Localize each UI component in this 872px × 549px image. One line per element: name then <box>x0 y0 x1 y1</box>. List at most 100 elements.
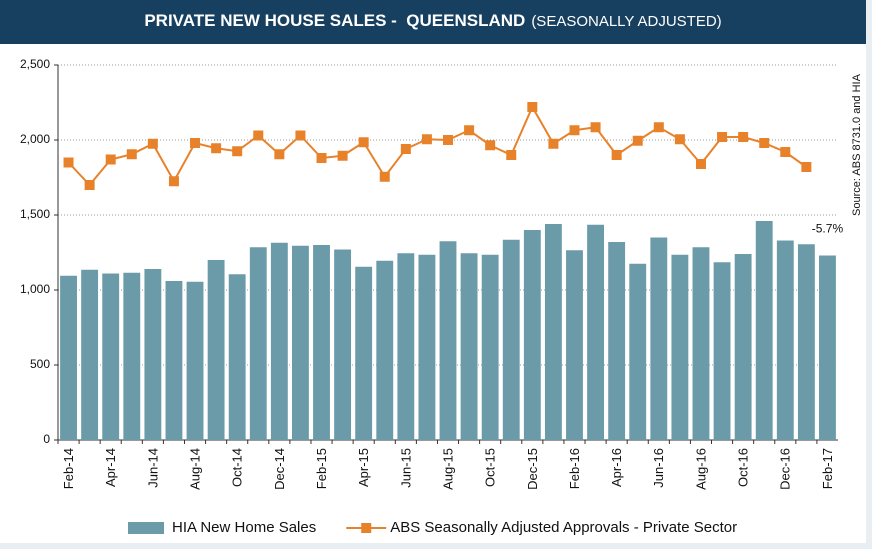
bar <box>460 253 478 440</box>
bar <box>481 254 499 440</box>
legend-label: ABS Seasonally Adjusted Approvals - Priv… <box>390 519 737 536</box>
line-marker <box>695 159 706 169</box>
y-tick-label: 0 <box>43 432 50 446</box>
x-tick-label: Aug-15 <box>440 448 455 490</box>
bar <box>566 250 583 440</box>
line-marker <box>611 150 622 160</box>
line-marker <box>801 162 812 172</box>
bar <box>186 281 204 440</box>
bar <box>228 274 246 440</box>
y-tick-label: 2,500 <box>20 57 50 71</box>
bar <box>650 237 668 440</box>
subtitle: (SEASONALLY ADJUSTED) <box>531 13 721 30</box>
bar <box>207 260 225 440</box>
x-tick-label: Dec-14 <box>272 448 287 490</box>
bar <box>397 253 415 440</box>
bar <box>102 273 120 440</box>
x-tick-label: Oct-15 <box>483 448 498 487</box>
y-tick-label: 2,000 <box>20 132 50 146</box>
line-marker <box>674 134 685 145</box>
bar <box>608 242 626 440</box>
y-tick-label: 1,000 <box>20 282 50 296</box>
line-marker <box>717 132 728 142</box>
line-marker <box>105 154 116 165</box>
bar <box>523 230 541 440</box>
bar <box>165 281 183 440</box>
bar <box>544 224 562 440</box>
x-tick-label: Feb-14 <box>61 448 76 489</box>
line-marker <box>653 122 664 133</box>
line-marker <box>190 138 201 148</box>
chart-title: PRIVATE NEW HOUSE SALES - QUEENSLAND (SEA… <box>144 11 721 30</box>
line-marker <box>759 138 770 148</box>
line-marker <box>527 102 538 112</box>
line-marker <box>63 157 74 168</box>
line-marker <box>485 140 496 151</box>
line-marker <box>316 153 327 163</box>
line-marker <box>253 130 264 141</box>
line-marker <box>168 176 179 187</box>
bar <box>734 254 752 440</box>
bar <box>671 254 689 440</box>
bar <box>270 242 288 440</box>
title-bar <box>0 0 866 44</box>
bar <box>692 247 710 440</box>
bar <box>755 221 773 440</box>
bar <box>60 275 77 440</box>
x-tick-label: Jun-15 <box>398 448 413 488</box>
x-tick-label: Aug-16 <box>693 448 708 490</box>
x-tick-label: Apr-16 <box>609 448 624 487</box>
line-marker <box>780 147 791 157</box>
x-tick-label: Apr-15 <box>356 448 371 487</box>
line-marker <box>126 149 137 160</box>
line-marker <box>548 138 559 149</box>
x-tick-label: Jun-14 <box>145 448 160 488</box>
line-marker <box>632 135 643 146</box>
bar <box>819 255 836 440</box>
bar <box>292 245 309 440</box>
bar <box>376 260 394 440</box>
line-marker <box>400 144 411 154</box>
y-tick-label: 1,500 <box>20 207 50 221</box>
line-marker <box>464 125 475 136</box>
line-marker <box>84 180 95 190</box>
x-tick-label: Aug-14 <box>187 448 202 490</box>
bar <box>144 269 162 440</box>
line-marker <box>506 150 517 160</box>
line-marker <box>274 149 285 160</box>
bar <box>587 224 604 440</box>
bar <box>439 241 457 440</box>
line-marker <box>358 137 369 148</box>
bar <box>313 245 330 440</box>
x-tick-label: Feb-17 <box>820 448 835 489</box>
line-marker <box>295 130 306 141</box>
x-tick-label: Oct-16 <box>736 448 751 487</box>
legend-label: HIA New Home Sales <box>172 519 316 536</box>
line-marker <box>337 150 348 161</box>
bar <box>334 249 352 440</box>
bar <box>355 266 373 440</box>
line-marker <box>738 132 749 142</box>
annotation: -5.7% <box>812 222 844 236</box>
bar <box>776 240 794 440</box>
bar <box>713 262 731 440</box>
title: PRIVATE NEW HOUSE SALES - QUEENSLAND <box>144 11 525 30</box>
x-tick-label: Dec-15 <box>525 448 540 490</box>
line-marker <box>569 125 580 136</box>
bar <box>123 272 141 440</box>
bar <box>418 254 436 440</box>
legend-swatch <box>128 522 164 534</box>
x-tick-label: Feb-16 <box>567 448 582 489</box>
x-tick-label: Oct-14 <box>230 448 245 487</box>
line-marker <box>443 135 453 145</box>
bar <box>81 269 99 440</box>
bar <box>249 247 267 440</box>
x-tick-label: Dec-16 <box>778 448 793 490</box>
bar <box>502 239 520 440</box>
x-tick-label: Feb-15 <box>314 448 329 489</box>
line-marker <box>232 146 243 157</box>
line-marker <box>147 138 158 149</box>
line-marker <box>590 122 601 133</box>
bar <box>629 263 647 440</box>
